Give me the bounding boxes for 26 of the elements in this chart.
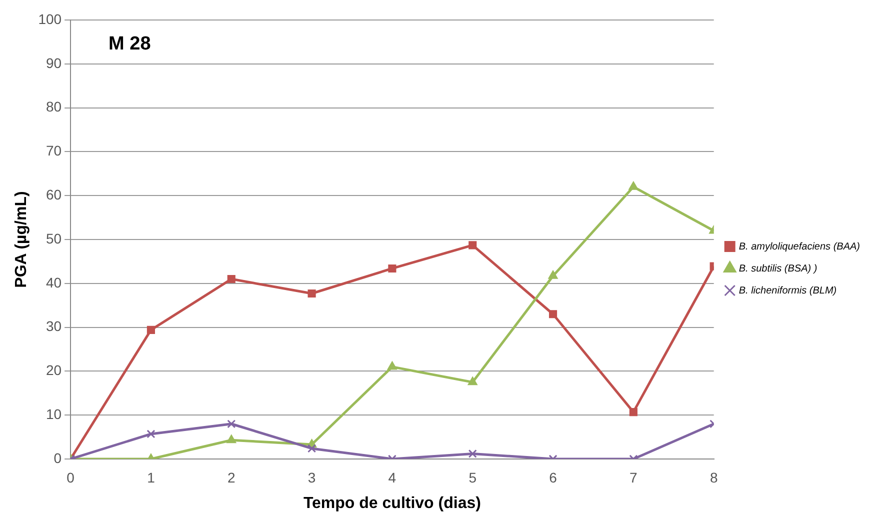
y-tick-label: 50 xyxy=(46,230,62,246)
legend-label: B. subtilis (BSA) ) xyxy=(738,263,818,274)
x-axis-title: Tempo de cultivo (dias) xyxy=(303,494,481,512)
y-tick-label: 30 xyxy=(46,318,62,334)
legend-label: B. licheniformis (BLM) xyxy=(738,285,837,296)
x-tick-label: 8 xyxy=(710,469,718,486)
x-tick-label: 1 xyxy=(147,469,156,486)
x-tick-label: 4 xyxy=(388,469,396,486)
y-tick-label: 60 xyxy=(46,186,62,202)
x-tick-label: 2 xyxy=(227,469,236,486)
y-tick-label: 10 xyxy=(46,406,62,422)
y-axis-title: PGA (µg/mL) xyxy=(13,191,30,288)
y-tick-label: 80 xyxy=(46,98,62,115)
annotation: M 28 xyxy=(108,34,151,55)
x-tick-label: 7 xyxy=(630,469,638,486)
y-tick-label: 40 xyxy=(46,274,62,290)
y-tick-label: 90 xyxy=(46,54,62,71)
y-tick-label: 0 xyxy=(54,450,62,466)
x-tick-label: 5 xyxy=(468,469,477,486)
legend-label: B. amyloliquefaciens (BAA) xyxy=(738,241,860,252)
x-tick-label: 6 xyxy=(549,469,558,486)
y-tick-label: 70 xyxy=(46,142,62,159)
x-tick-label: 3 xyxy=(308,469,316,486)
y-tick-label: 100 xyxy=(38,10,62,27)
x-tick-label: 0 xyxy=(66,469,75,486)
y-tick-label: 20 xyxy=(46,362,62,378)
